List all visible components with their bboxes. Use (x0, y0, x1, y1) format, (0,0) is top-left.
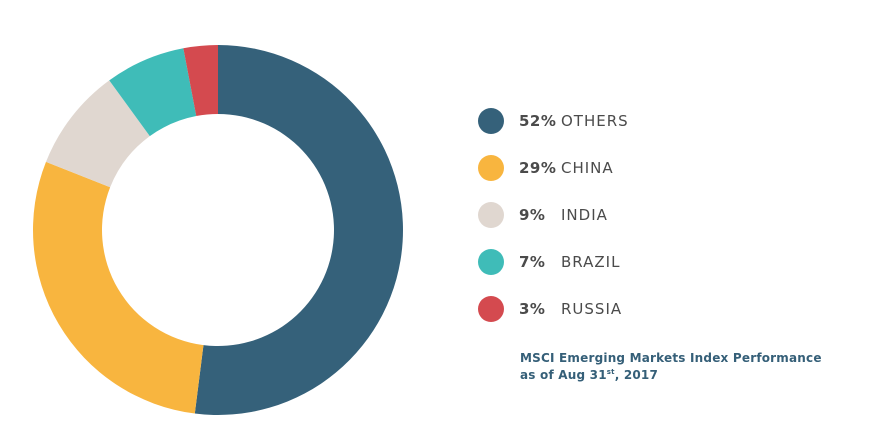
legend-swatch (478, 202, 504, 228)
donut-slice-india (45, 80, 150, 188)
caption-line-2: as of Aug 31st, 2017 (520, 367, 822, 384)
caption-date-suffix: , 2017 (614, 368, 659, 382)
legend-percent: 3% (519, 300, 546, 318)
donut-slice-others (194, 45, 403, 415)
legend-percent: 7% (519, 253, 546, 271)
donut-slice-brazil (109, 48, 197, 137)
donut-slice-russia (183, 45, 218, 117)
legend-label: RUSSIA (561, 300, 623, 318)
legend-item-india: 9% INDIA (478, 201, 629, 229)
caption-line-1: MSCI Emerging Markets Index Performance (520, 351, 822, 365)
caption-date-prefix: as of Aug 31 (520, 368, 607, 382)
legend-percent: 9% (519, 206, 546, 224)
legend-percent: 52% (519, 112, 557, 130)
legend-label: BRAZIL (561, 253, 621, 271)
legend-item-brazil: 7% BRAZIL (478, 248, 629, 276)
chart-legend: 52% OTHERS 29% CHINA 9% INDIA 7% BRAZIL 3% RUSSIA (478, 107, 629, 342)
legend-swatch (478, 108, 504, 134)
legend-item-china: 29% CHINA (478, 154, 629, 182)
legend-swatch (478, 155, 504, 181)
donut-chart (33, 45, 403, 415)
caption-date-ordinal: st (606, 368, 615, 376)
legend-item-russia: 3% RUSSIA (478, 295, 629, 323)
legend-label: CHINA (561, 159, 614, 177)
legend-label: OTHERS (561, 112, 629, 130)
legend-swatch (478, 249, 504, 275)
donut-slice-china (33, 161, 204, 414)
legend-percent: 29% (519, 159, 557, 177)
legend-label: INDIA (561, 206, 608, 224)
chart-caption: MSCI Emerging Markets Index Performance … (520, 350, 822, 384)
legend-swatch (478, 296, 504, 322)
legend-item-others: 52% OTHERS (478, 107, 629, 135)
